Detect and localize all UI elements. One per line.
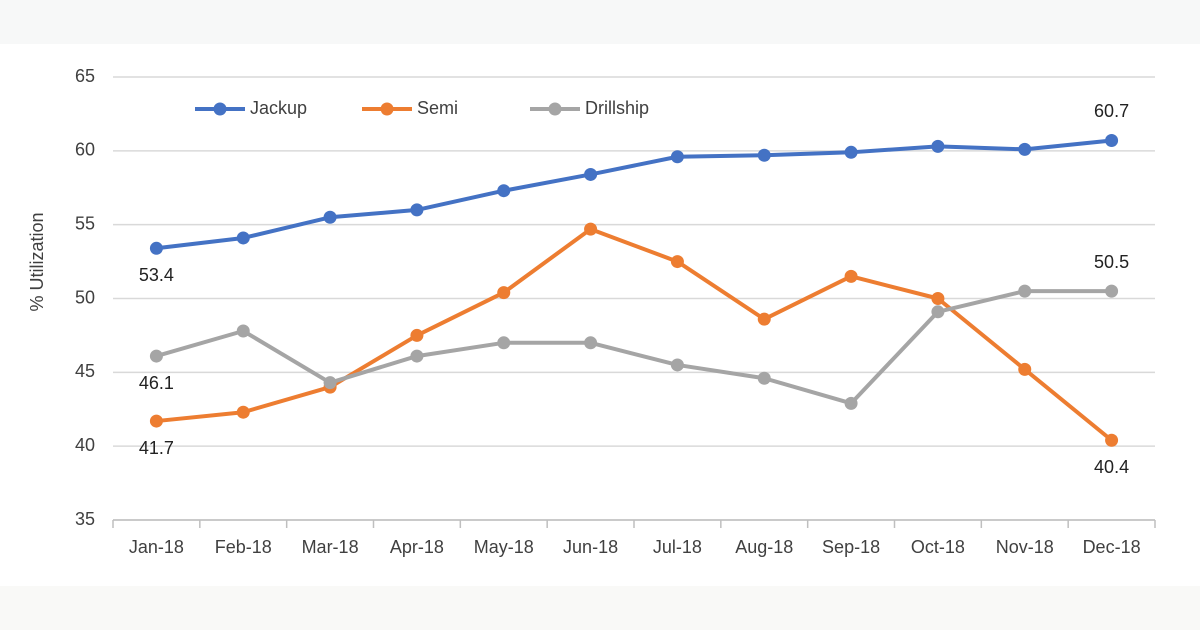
data-point <box>584 336 598 350</box>
data-point <box>323 210 337 224</box>
x-tick-label: Aug-18 <box>735 537 793 557</box>
data-point <box>497 286 511 300</box>
data-point <box>236 324 250 338</box>
data-point <box>149 414 163 428</box>
data-label: 41.7 <box>139 438 174 458</box>
y-axis-label: % Utilization <box>27 212 47 311</box>
data-point <box>236 231 250 245</box>
data-point <box>1018 284 1032 298</box>
x-tick-label: Sep-18 <box>822 537 880 557</box>
series-line <box>155 289 1112 406</box>
top-band <box>0 0 1200 44</box>
x-tick-label: Feb-18 <box>215 537 272 557</box>
data-label: 53.4 <box>139 265 174 285</box>
data-point <box>844 145 858 159</box>
data-label: 50.5 <box>1094 252 1129 272</box>
x-tick-label: Jun-18 <box>563 537 618 557</box>
data-point <box>410 328 424 342</box>
y-tick-label: 35 <box>75 509 95 529</box>
data-point <box>670 255 684 269</box>
data-point <box>670 150 684 164</box>
legend-marker <box>548 102 562 116</box>
data-point <box>931 305 945 319</box>
legend-label: Semi <box>417 98 458 118</box>
series-line <box>156 227 1113 442</box>
y-tick-label: 45 <box>75 361 95 381</box>
x-tick-label: Dec-18 <box>1083 537 1141 557</box>
y-tick-label: 60 <box>75 140 95 160</box>
data-point <box>931 139 945 153</box>
legend-label: Drillship <box>585 98 649 118</box>
data-point <box>844 396 858 410</box>
data-point <box>410 349 424 363</box>
data-point <box>410 203 424 217</box>
bottom-band <box>0 586 1200 630</box>
y-tick-label: 55 <box>75 213 95 233</box>
data-point <box>584 222 598 236</box>
data-label: 60.7 <box>1094 101 1129 121</box>
data-point <box>757 371 771 385</box>
data-point <box>497 184 511 198</box>
x-tick-label: Oct-18 <box>911 537 965 557</box>
x-tick-label: Jul-18 <box>653 537 702 557</box>
data-label: 46.1 <box>139 373 174 393</box>
y-tick-label: 50 <box>75 287 95 307</box>
data-point <box>236 405 250 419</box>
data-point <box>149 241 163 255</box>
data-point <box>497 336 511 350</box>
x-tick-label: Jan-18 <box>129 537 184 557</box>
y-tick-label: 65 <box>75 66 95 86</box>
legend-marker <box>380 102 394 116</box>
y-tick-label: 40 <box>75 435 95 455</box>
data-point <box>1018 142 1032 156</box>
x-tick-label: Nov-18 <box>996 537 1054 557</box>
data-point <box>1105 284 1119 298</box>
data-point <box>931 292 945 305</box>
data-point <box>670 358 684 372</box>
x-tick-label: Apr-18 <box>390 537 444 557</box>
x-tick-label: May-18 <box>474 537 534 557</box>
data-point <box>757 148 771 162</box>
data-point <box>584 167 598 181</box>
series-line <box>156 138 1112 251</box>
data-point <box>1105 433 1119 447</box>
legend-marker <box>213 102 227 116</box>
legend-label: Jackup <box>250 98 307 118</box>
data-label: 40.4 <box>1094 457 1129 477</box>
data-point <box>323 376 337 390</box>
data-point <box>1105 133 1119 147</box>
data-point <box>1018 362 1032 376</box>
x-tick-label: Mar-18 <box>302 537 359 557</box>
data-point <box>844 269 858 283</box>
data-point <box>149 349 163 363</box>
data-point <box>757 312 771 326</box>
